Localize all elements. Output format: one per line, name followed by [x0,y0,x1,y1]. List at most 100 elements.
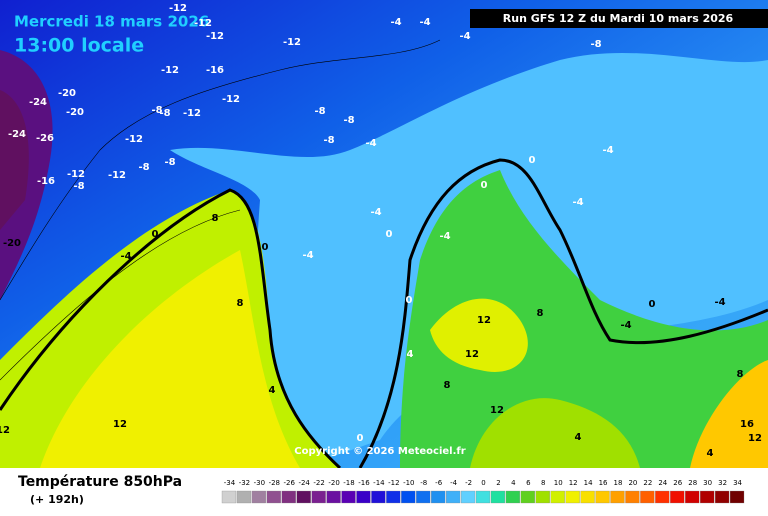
contour-label: -24 [8,129,26,140]
scale-swatch [580,490,595,504]
south-warm [470,398,640,468]
scale-label: -8 [420,479,427,487]
cold-core-inner [0,90,29,230]
contour-label: -4 [419,17,430,28]
contour-label: -8 [138,162,149,173]
scale-label: 0 [481,479,485,487]
contour-label: 0 [406,295,413,306]
scale-label: 30 [703,479,712,487]
contour-label: 0 [262,242,269,253]
scale-swatch [445,490,461,504]
contour-label: -4 [439,231,450,242]
scale-swatch [251,490,266,504]
contour-label: -8 [314,106,325,117]
scale-swatch [655,490,670,504]
contour-label: 8 [537,308,544,319]
contour-label: -12 [161,65,179,76]
contour-label: -8 [159,108,170,119]
warm-core [40,250,300,468]
southeast-warm [690,360,768,468]
scale-swatch [610,490,625,504]
contour-label: -8 [343,115,354,126]
contour-label: 12 [748,433,762,444]
contour-label: 0 [386,229,393,240]
contour-label: 4 [707,448,714,459]
forecast-time: 13:00 locale [14,35,144,57]
contour-label: 12 [113,419,127,430]
contour-label: -12 [67,169,85,180]
contour-label: 0 [529,155,536,166]
contour-label: -8 [590,39,601,50]
scale-swatch [431,490,446,504]
scale-label: -6 [435,479,443,487]
legend-title: Température 850hPa [18,474,182,490]
contour-label: -4 [302,250,313,261]
scale-swatch [535,490,550,504]
scale-label: -24 [298,479,310,487]
scale-label: -12 [388,479,399,487]
color-scale: -34 -32 -30 -28 -26 -24 -22 -20 -18 -16 -14 -12 -10-… [221,479,745,504]
scale-swatch [371,490,386,504]
scale-label: 24 [658,479,667,487]
contour-label: -4 [365,138,376,149]
isotherm [0,39,441,301]
scale-label: 10 [554,479,563,487]
contour-label: -20 [3,238,21,249]
scale-label: 22 [643,479,652,487]
contour-label: -12 [222,94,240,105]
zero-isotherm [0,188,342,470]
scale-swatch [505,490,521,504]
scale-label: 16 [599,479,608,487]
contour-label: -12 [125,134,143,145]
scale-label: -26 [284,479,296,487]
contour-label: -4 [370,207,381,218]
contour-label: -8 [151,105,162,116]
scale-label: 32 [718,479,727,487]
contour-label: 8 [737,369,744,380]
scale-swatch [640,490,655,504]
scale-swatch [401,490,416,504]
scale-swatch [296,490,311,504]
contour-label: 4 [407,349,414,360]
scale-label: 4 [511,479,516,487]
scale-label: -34 [224,479,236,487]
scale-label: 12 [569,479,578,487]
scale-swatch [685,490,700,504]
europe-mild [400,170,768,468]
contour-label: -12 [194,18,212,29]
contour-label: 0 [481,180,488,191]
scale-swatch [386,490,401,504]
scale-swatch [729,490,745,504]
scale-label: 8 [541,479,545,487]
contour-label: -4 [390,17,401,28]
contour-label: -16 [37,176,55,187]
contour-label: -20 [66,107,84,118]
scale-label: 18 [614,479,623,487]
contour-label: 12 [465,349,479,360]
scale-swatch [281,490,296,504]
contour-label: -26 [36,133,54,144]
run-box [470,9,768,28]
scale-label: -28 [269,479,280,487]
forecast-date: Mercredi 18 mars 2026 [14,13,209,31]
legend-strip [0,468,768,512]
run-info: Run GFS 12 Z du Mardi 10 mars 2026 [503,12,734,25]
france-warm [430,298,528,372]
contour-label: 0 [357,433,364,444]
isotherm [0,209,241,381]
scale-label: -20 [328,479,339,487]
scale-label: 26 [673,479,682,487]
contour-label: 8 [237,298,244,309]
contour-label: 8 [212,213,219,224]
scale-swatch [700,490,715,504]
contour-label: -4 [572,197,583,208]
contour-label: -4 [714,297,725,308]
scale-swatch [625,490,640,504]
copyright: Copyright © 2026 Meteociel.fr [294,446,465,457]
contour-label: -12 [169,3,187,14]
scale-label: 6 [526,479,531,487]
contour-label: 4 [269,385,276,396]
contour-label: -20 [58,88,76,99]
scale-swatch [326,490,341,504]
